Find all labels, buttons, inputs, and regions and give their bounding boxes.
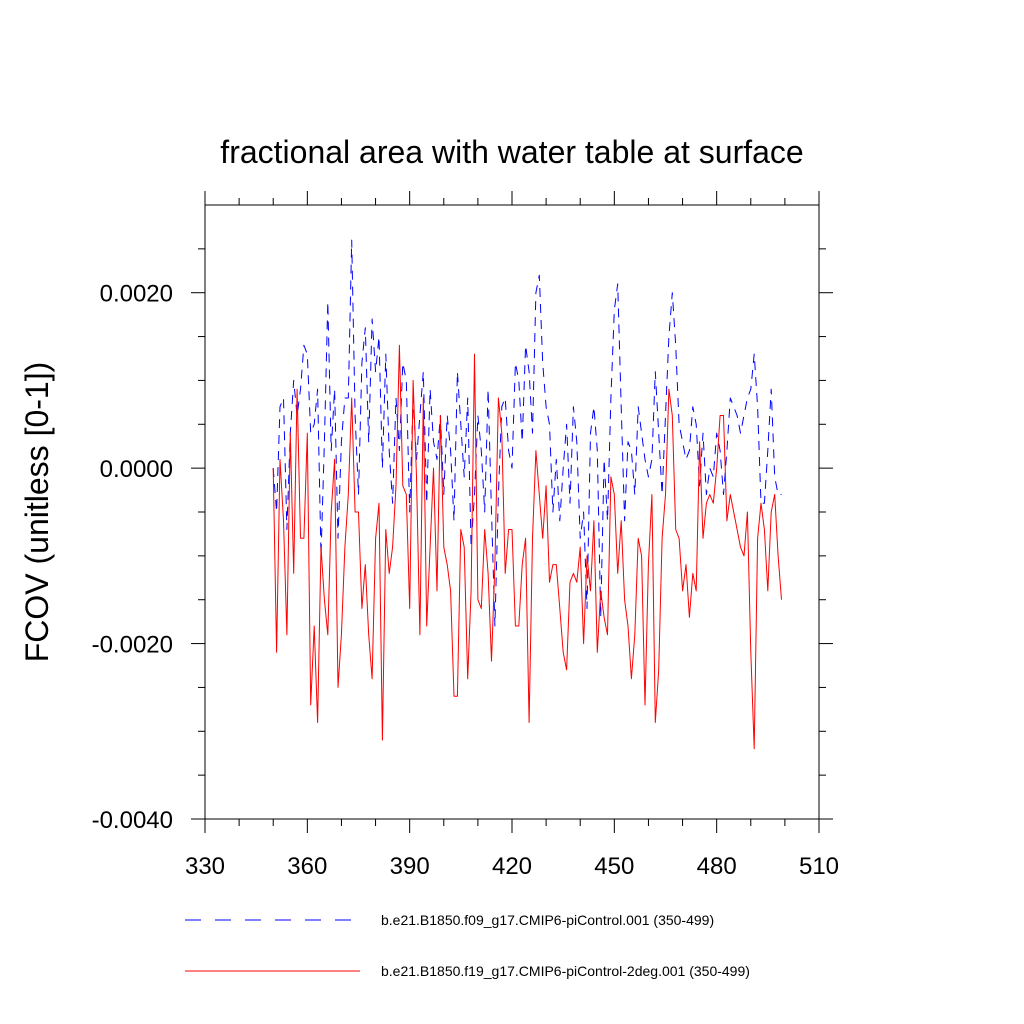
x-tick-label: 480: [697, 853, 737, 880]
legend-label-red: b.e21.B1850.f19_g17.CMIP6-piControl-2deg…: [381, 963, 750, 979]
series-group: [272, 239, 782, 750]
y-tick-label: 0.0000: [100, 456, 173, 483]
legend: b.e21.B1850.f09_g17.CMIP6-piControl.001 …: [185, 912, 750, 979]
chart-title: fractional area with water table at surf…: [220, 134, 803, 170]
x-tick-label: 420: [492, 853, 532, 880]
y-axis-title: FCOV (unitless [0-1]): [19, 362, 55, 663]
y-tick-label: -0.0020: [92, 632, 173, 659]
y-tick-label: -0.0040: [92, 807, 173, 834]
axis-tick-labels: 330 360 390 420 450 480 510 -0.0040 -0.0020 0.000…: [92, 281, 839, 880]
axis-ticks: [191, 191, 833, 833]
x-tick-label: 360: [287, 853, 327, 880]
series-line-blue-dashed: [272, 239, 782, 627]
x-tick-label: 390: [390, 853, 430, 880]
y-tick-label: 0.0020: [100, 281, 173, 308]
legend-label-blue: b.e21.B1850.f09_g17.CMIP6-piControl.001 …: [381, 912, 714, 928]
x-tick-label: 510: [799, 853, 839, 880]
x-tick-label: 450: [594, 853, 634, 880]
x-tick-label: 330: [185, 853, 225, 880]
series-line-red-solid: [272, 344, 782, 750]
